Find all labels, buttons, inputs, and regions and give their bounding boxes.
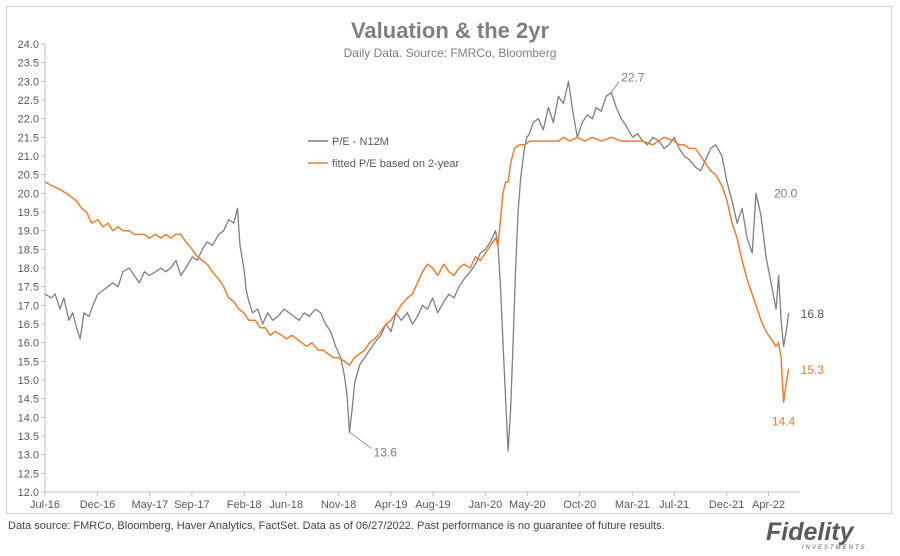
series-line-pe (44, 80, 790, 452)
y-tick-label: 15.5 (18, 356, 39, 368)
y-tick-label: 22.5 (18, 95, 39, 107)
x-tick-label: Jul-16 (30, 499, 60, 511)
y-tick-label: 22.0 (18, 114, 39, 126)
series-line-fitted (44, 136, 790, 404)
x-tick-label: May-20 (509, 499, 546, 511)
annotation-label: 20.0 (774, 186, 798, 200)
y-tick-label: 18.5 (18, 244, 39, 256)
x-tick-label: Jan-20 (469, 499, 503, 511)
x-tick-label: Nov-18 (321, 499, 356, 511)
legend-label: P/E - N12M (332, 136, 389, 148)
y-tick-label: 19.5 (18, 207, 39, 219)
y-tick-label: 20.0 (18, 188, 39, 200)
legend-label: fitted P/E based on 2-year (332, 158, 460, 170)
series-layer (44, 80, 790, 452)
y-tick-label: 14.0 (18, 412, 39, 424)
y-tick-label: 12.0 (18, 487, 39, 499)
y-tick-label: 14.5 (18, 394, 39, 406)
legend: P/E - N12M fitted P/E based on 2-year (308, 136, 460, 170)
y-tick-label: 23.5 (18, 58, 39, 70)
y-tick-label: 17.5 (18, 282, 39, 294)
x-tick-label: Oct-20 (563, 499, 596, 511)
y-tick-label: 23.0 (18, 76, 39, 88)
x-tick-label: Aug-19 (415, 499, 450, 511)
x-tick-label: Jul-21 (659, 499, 689, 511)
annotation-label: 22.7 (621, 71, 645, 85)
y-tick-label: 16.0 (18, 338, 39, 350)
y-tick-label: 15.0 (18, 375, 39, 387)
x-tick-label: Mar-21 (615, 499, 650, 511)
y-tick-label: 21.5 (18, 132, 39, 144)
chart-frame (6, 6, 892, 514)
axes: 12.0 12.5 13.0 13.5 14.0 14.5 15.0 15.5 16.0 16.5… (18, 39, 800, 511)
annotation-label: 14.4 (772, 414, 796, 428)
annotation-label: 16.8 (801, 307, 825, 321)
y-tick-label: 20.5 (18, 170, 39, 182)
x-tick-label: Dec-21 (709, 499, 744, 511)
x-tick-label: Feb-18 (227, 499, 262, 511)
fidelity-logo: Fidelity INVESTMENTS (766, 518, 867, 551)
brand-tagline: INVESTMENTS (802, 545, 867, 551)
y-tick-label: 16.5 (18, 319, 39, 331)
annotation-label: 15.3 (801, 363, 825, 377)
brand-name: Fidelity (766, 518, 855, 546)
annotation-leader (610, 81, 620, 93)
y-tick-label: 24.0 (18, 39, 39, 51)
footer-note: Data source: FMRCo, Bloomberg, Haver Ana… (8, 520, 665, 532)
y-tick-label: 17.0 (18, 300, 39, 312)
y-tick-label: 13.5 (18, 431, 39, 443)
x-tick-label: Apr-22 (752, 499, 785, 511)
annotation-label: 13.6 (374, 445, 398, 459)
annotations: 22.7 20.0 13.6 16.8 15.3 14.4 (349, 71, 825, 459)
x-tick-label: Dec-16 (80, 499, 115, 511)
x-tick-label: Apr-19 (375, 499, 408, 511)
x-tick-label: Sep-17 (174, 499, 209, 511)
y-tick-label: 12.5 (18, 468, 39, 480)
x-tick-label: May-17 (131, 499, 168, 511)
y-tick-label: 13.0 (18, 450, 39, 462)
annotation-leader (349, 431, 372, 449)
chart-title: Valuation & the 2yr (351, 18, 549, 43)
y-tick-label: 21.0 (18, 151, 39, 163)
chart-subtitle: Daily Data. Source: FMRCo, Bloomberg (344, 46, 557, 60)
y-tick-label: 18.0 (18, 263, 39, 275)
y-tick-label: 19.0 (18, 226, 39, 238)
x-tick-label: Jun-18 (269, 499, 303, 511)
